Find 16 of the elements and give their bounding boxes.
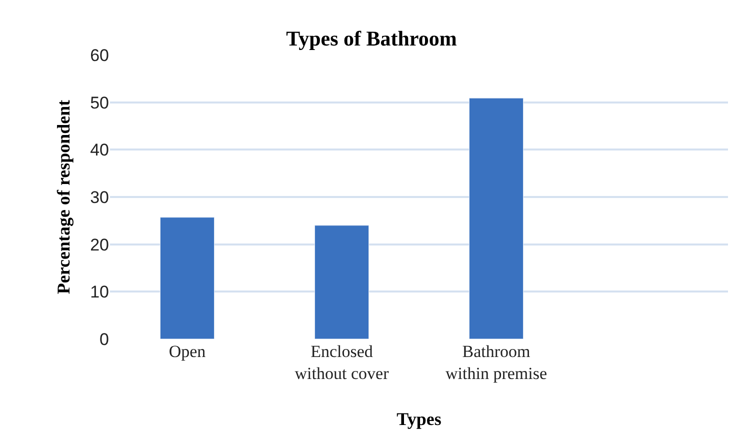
bar — [160, 217, 215, 339]
x-tick-label: Enclosed without cover — [294, 342, 390, 384]
y-tick-label: 40 — [90, 140, 109, 160]
y-tick-label: 10 — [90, 282, 109, 302]
y-tick-label: 0 — [100, 330, 109, 349]
y-tick-label: 50 — [90, 93, 109, 112]
y-tick-label: 30 — [90, 188, 109, 207]
y-tick-label: 20 — [90, 235, 109, 254]
bar — [468, 98, 524, 339]
x-tick-label: Bathroom within premise — [445, 342, 548, 384]
bar — [314, 225, 370, 339]
y-tick-label: 60 — [90, 46, 109, 65]
chart-title: Types of Bathroom — [286, 26, 458, 50]
y-axis-title: Percentage of respondent — [53, 100, 74, 294]
x-axis-title: Types — [396, 409, 442, 430]
x-tick-label: Open — [168, 342, 206, 361]
